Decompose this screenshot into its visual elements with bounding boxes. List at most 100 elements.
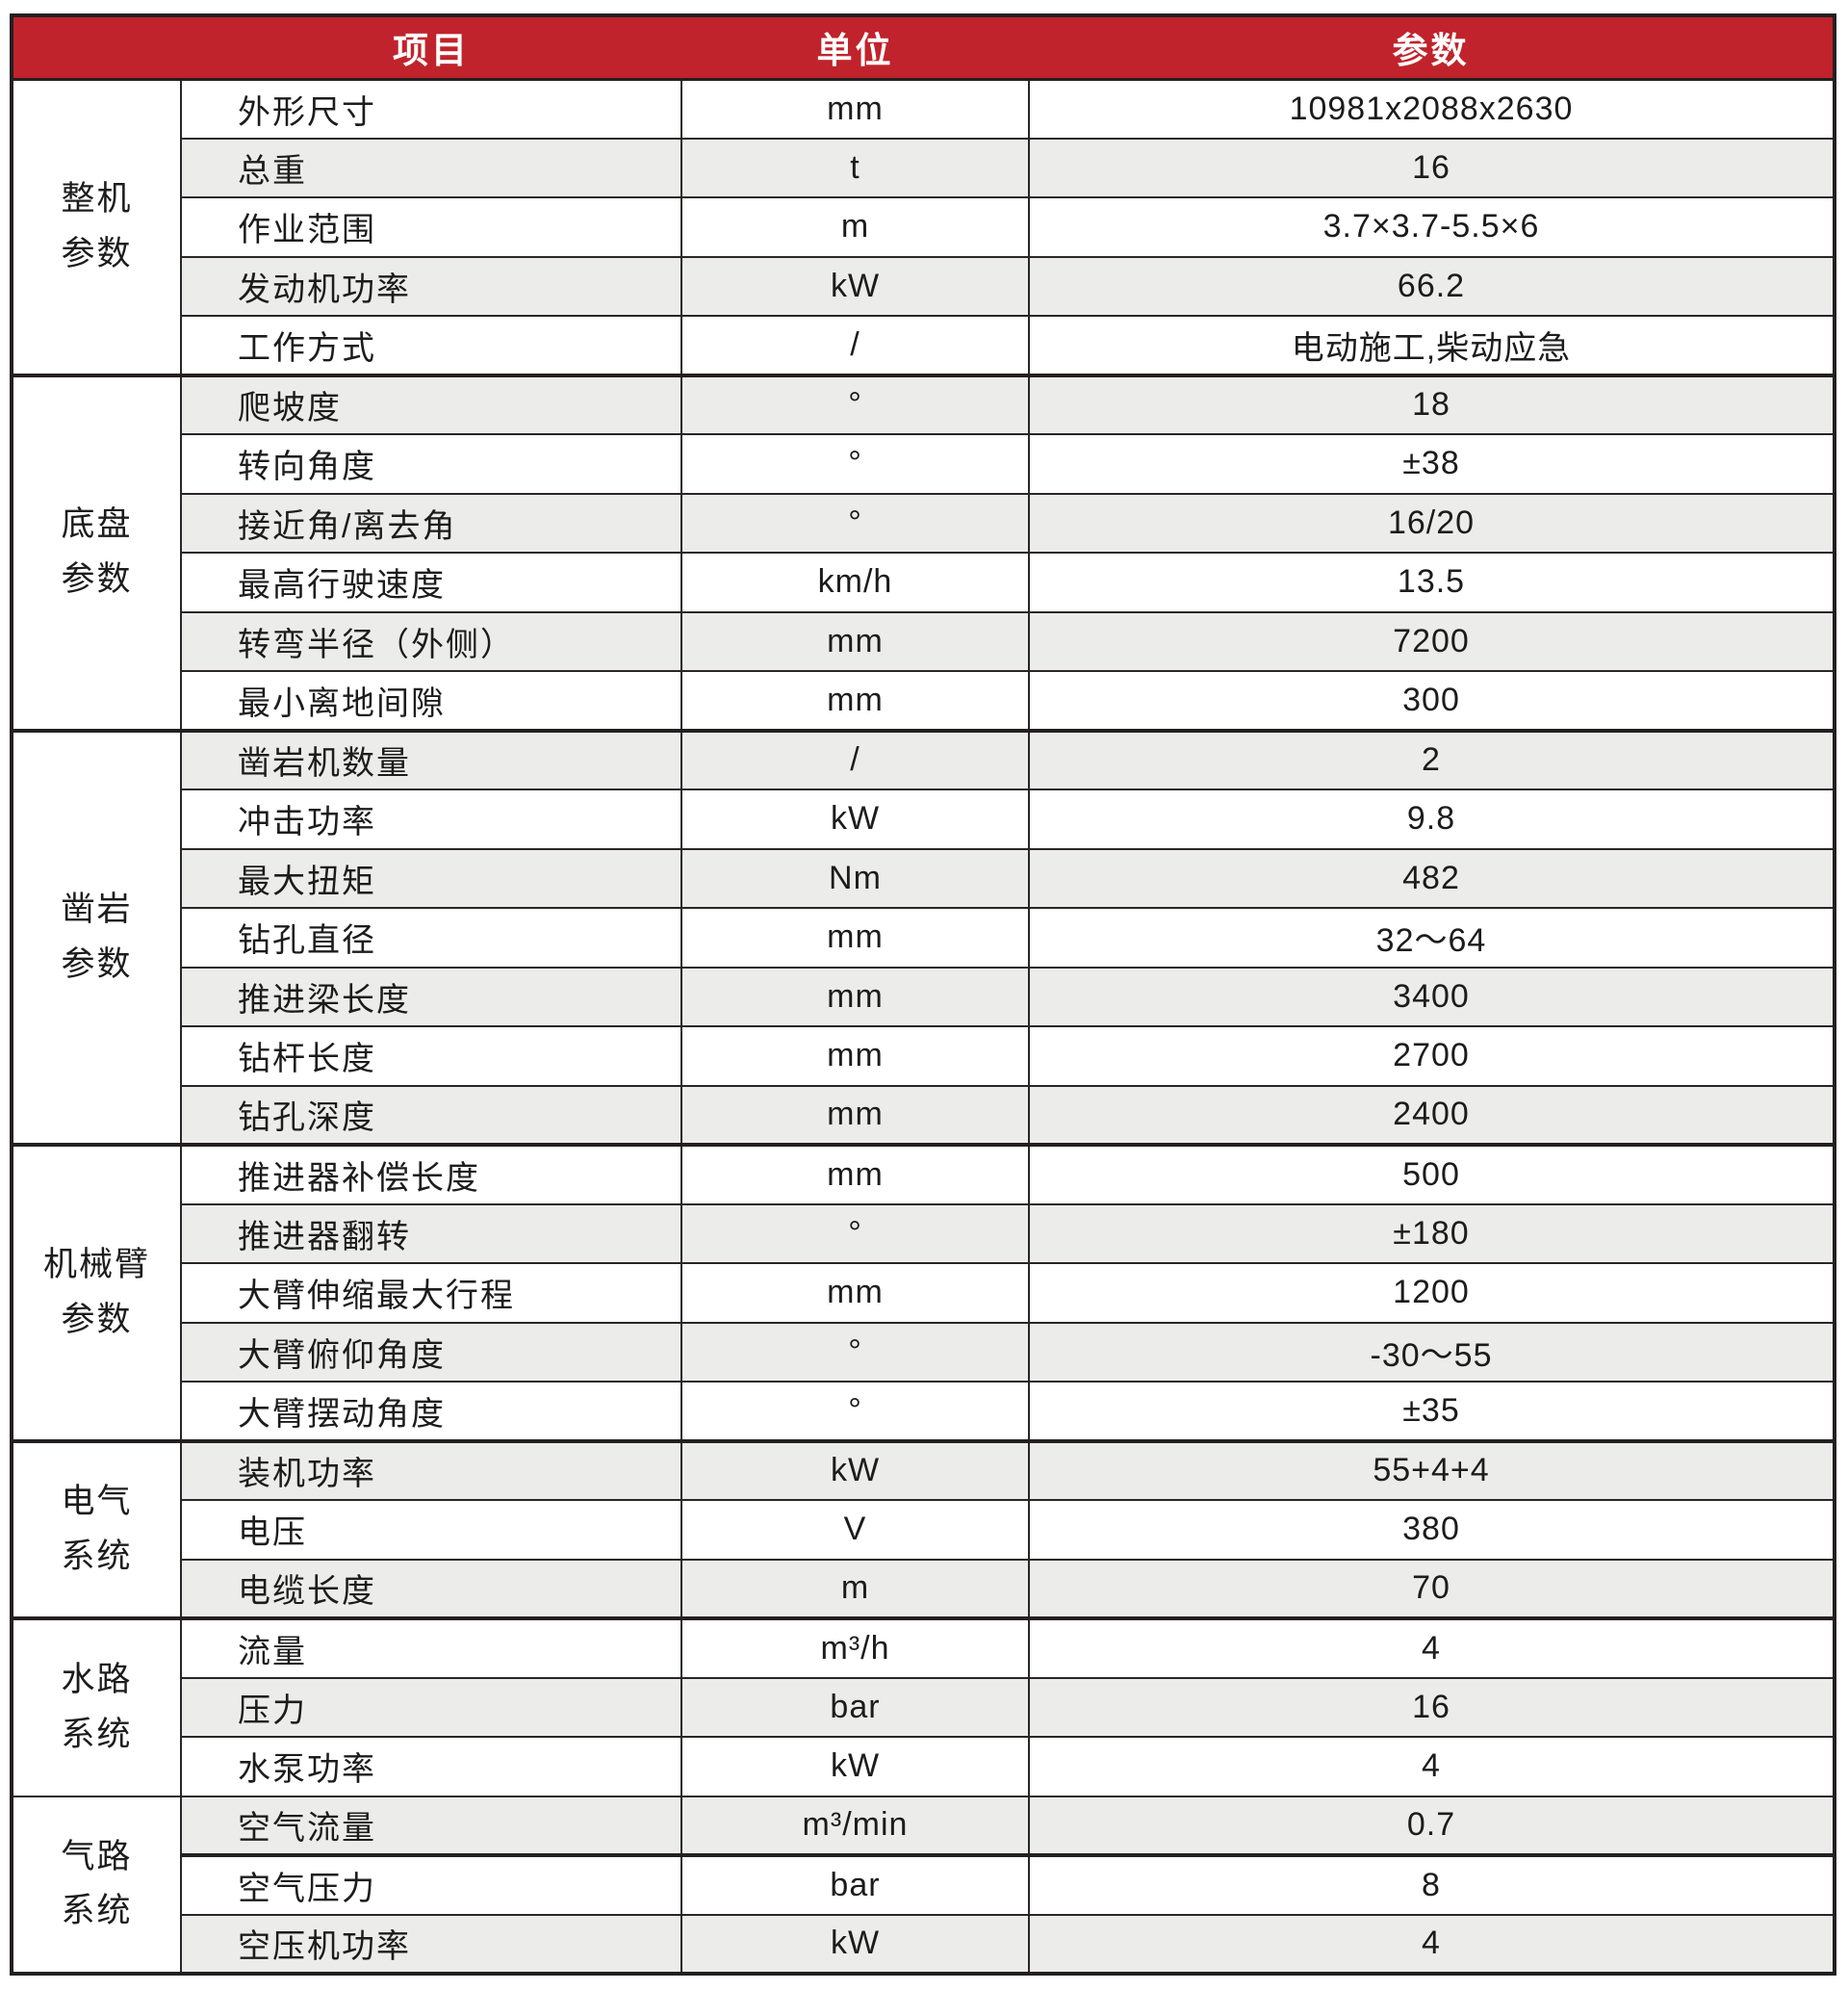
param-cell: 300 <box>1028 670 1835 733</box>
param-cell: -30～55 <box>1028 1321 1835 1383</box>
item-cell: 大臂俯仰角度 <box>180 1321 682 1383</box>
group-label: 凿岩 参数 <box>11 729 182 1147</box>
param-cell: 2400 <box>1028 1084 1835 1147</box>
param-cell: 16 <box>1028 137 1835 198</box>
spec-table-body: 整机 参数 外形尺寸 mm 10981x2088x2630 总重 t 16 作业范围 m 3.7×3… <box>11 78 1835 1975</box>
group-label-line: 参数 <box>61 234 133 272</box>
item-cell: 接近角/离去角 <box>180 492 682 554</box>
table-row: 机械臂 参数 推进器补偿长度 mm 500 <box>11 1144 1835 1443</box>
unit-cell: mm <box>680 670 1030 733</box>
item-cell: 大臂摆动角度 <box>180 1381 682 1443</box>
table-row: 总重 t 16 <box>12 137 1835 198</box>
table-row: 水路 系统 流量 m³/h 4 <box>11 1617 1835 1797</box>
param-cell: 1200 <box>1028 1262 1835 1324</box>
unit-cell: m³/h <box>680 1617 1030 1679</box>
unit-cell: / <box>680 729 1030 790</box>
table-row: 推进梁长度 mm 3400 <box>12 966 1835 1027</box>
unit-cell: V <box>680 1499 1030 1561</box>
param-cell: 66.2 <box>1028 255 1835 317</box>
item-cell: 空气压力 <box>180 1854 682 1916</box>
group-label-line: 参数 <box>61 944 133 983</box>
header-group-spacer <box>12 15 181 81</box>
group-label-line: 系统 <box>61 1892 133 1930</box>
unit-cell: mm <box>680 1084 1030 1147</box>
param-cell: 380 <box>1028 1499 1835 1561</box>
unit-cell: ° <box>680 1381 1030 1443</box>
param-cell: 482 <box>1028 847 1835 909</box>
group-label: 电气 系统 <box>11 1439 182 1620</box>
item-cell: 推进梁长度 <box>180 966 682 1027</box>
spec-sheet: 项目 单位 参数 整机 参数 外形尺寸 mm 10981x2088x2630 总重 t 16 作… <box>10 13 1836 1976</box>
group-label: 水路 系统 <box>11 1617 182 1797</box>
table-row: 电气 系统 装机功率 kW 55+4+4 <box>11 1439 1835 1620</box>
param-cell: 4 <box>1028 1913 1835 1975</box>
table-row: 压力 bar 16 <box>12 1676 1835 1738</box>
unit-cell: t <box>680 137 1030 198</box>
spec-table-header: 项目 单位 参数 <box>12 15 1835 81</box>
table-row: 推进器翻转 ° ±180 <box>12 1202 1835 1264</box>
item-cell: 冲击功率 <box>180 788 682 850</box>
unit-cell: ° <box>680 374 1030 435</box>
item-cell: 工作方式 <box>180 315 682 377</box>
item-cell: 空压机功率 <box>180 1913 682 1975</box>
item-cell: 钻孔直径 <box>180 907 682 969</box>
param-cell: 18 <box>1028 374 1835 435</box>
group-label-line: 机械臂 <box>42 1246 150 1284</box>
item-cell: 凿岩机数量 <box>180 729 682 790</box>
param-cell: 32～64 <box>1028 907 1835 969</box>
item-cell: 总重 <box>180 137 682 198</box>
param-cell: 13.5 <box>1028 552 1835 613</box>
header-param: 参数 <box>1029 15 1835 81</box>
table-row: 电缆长度 m 70 <box>12 1558 1835 1620</box>
item-cell: 最高行驶速度 <box>180 552 682 613</box>
unit-cell: kW <box>680 1736 1030 1797</box>
param-cell: 7200 <box>1028 610 1835 672</box>
item-cell: 转弯半径（外侧） <box>180 610 682 672</box>
group-label-line: 系统 <box>61 1715 133 1753</box>
group-label-line: 电气 <box>61 1483 133 1521</box>
unit-cell: m <box>680 196 1030 258</box>
param-cell: 70 <box>1028 1558 1835 1620</box>
item-cell: 流量 <box>180 1617 682 1679</box>
group-label-line: 参数 <box>61 560 133 598</box>
group-label-line: 气路 <box>61 1837 133 1875</box>
unit-cell: mm <box>680 78 1030 140</box>
param-cell: 8 <box>1028 1854 1835 1916</box>
unit-cell: mm <box>680 966 1030 1027</box>
unit-cell: kW <box>680 1439 1030 1501</box>
table-row: 发动机功率 kW 66.2 <box>12 255 1835 317</box>
table-row: 电压 V 380 <box>12 1499 1835 1561</box>
param-cell: 10981x2088x2630 <box>1028 78 1835 140</box>
unit-cell: mm <box>680 1025 1030 1087</box>
table-row: 大臂伸缩最大行程 mm 1200 <box>12 1262 1835 1324</box>
param-cell: 电动施工,柴动应急 <box>1028 315 1835 377</box>
table-row: 冲击功率 kW 9.8 <box>12 788 1835 850</box>
unit-cell: m³/min <box>680 1795 1030 1857</box>
table-row: 最高行驶速度 km/h 13.5 <box>12 552 1835 613</box>
item-cell: 作业范围 <box>180 196 682 258</box>
table-row: 接近角/离去角 ° 16/20 <box>12 492 1835 554</box>
table-row: 钻杆长度 mm 2700 <box>12 1025 1835 1087</box>
table-row: 整机 参数 外形尺寸 mm 10981x2088x2630 <box>11 78 1835 377</box>
table-row: 转向角度 ° ±38 <box>12 433 1835 495</box>
param-cell: 0.7 <box>1028 1795 1835 1857</box>
table-row: 作业范围 m 3.7×3.7-5.5×6 <box>12 196 1835 258</box>
group-label: 整机 参数 <box>11 78 182 377</box>
item-cell: 爬坡度 <box>180 374 682 435</box>
group-label: 机械臂 参数 <box>11 1144 182 1443</box>
group-label-line: 水路 <box>61 1661 133 1699</box>
item-cell: 水泵功率 <box>180 1736 682 1797</box>
group-label: 底盘 参数 <box>11 374 182 733</box>
item-cell: 发动机功率 <box>180 255 682 317</box>
unit-cell: kW <box>680 788 1030 850</box>
param-cell: 2 <box>1028 729 1835 790</box>
item-cell: 推进器补偿长度 <box>180 1144 682 1205</box>
table-row: 水泵功率 kW 4 <box>12 1736 1835 1797</box>
unit-cell: mm <box>680 907 1030 969</box>
param-cell: ±38 <box>1028 433 1835 495</box>
unit-cell: bar <box>680 1676 1030 1738</box>
param-cell: 3400 <box>1028 966 1835 1027</box>
unit-cell: kW <box>680 255 1030 317</box>
param-cell: 3.7×3.7-5.5×6 <box>1028 196 1835 258</box>
table-row: 凿岩 参数 凿岩机数量/2 <box>11 729 1835 1147</box>
